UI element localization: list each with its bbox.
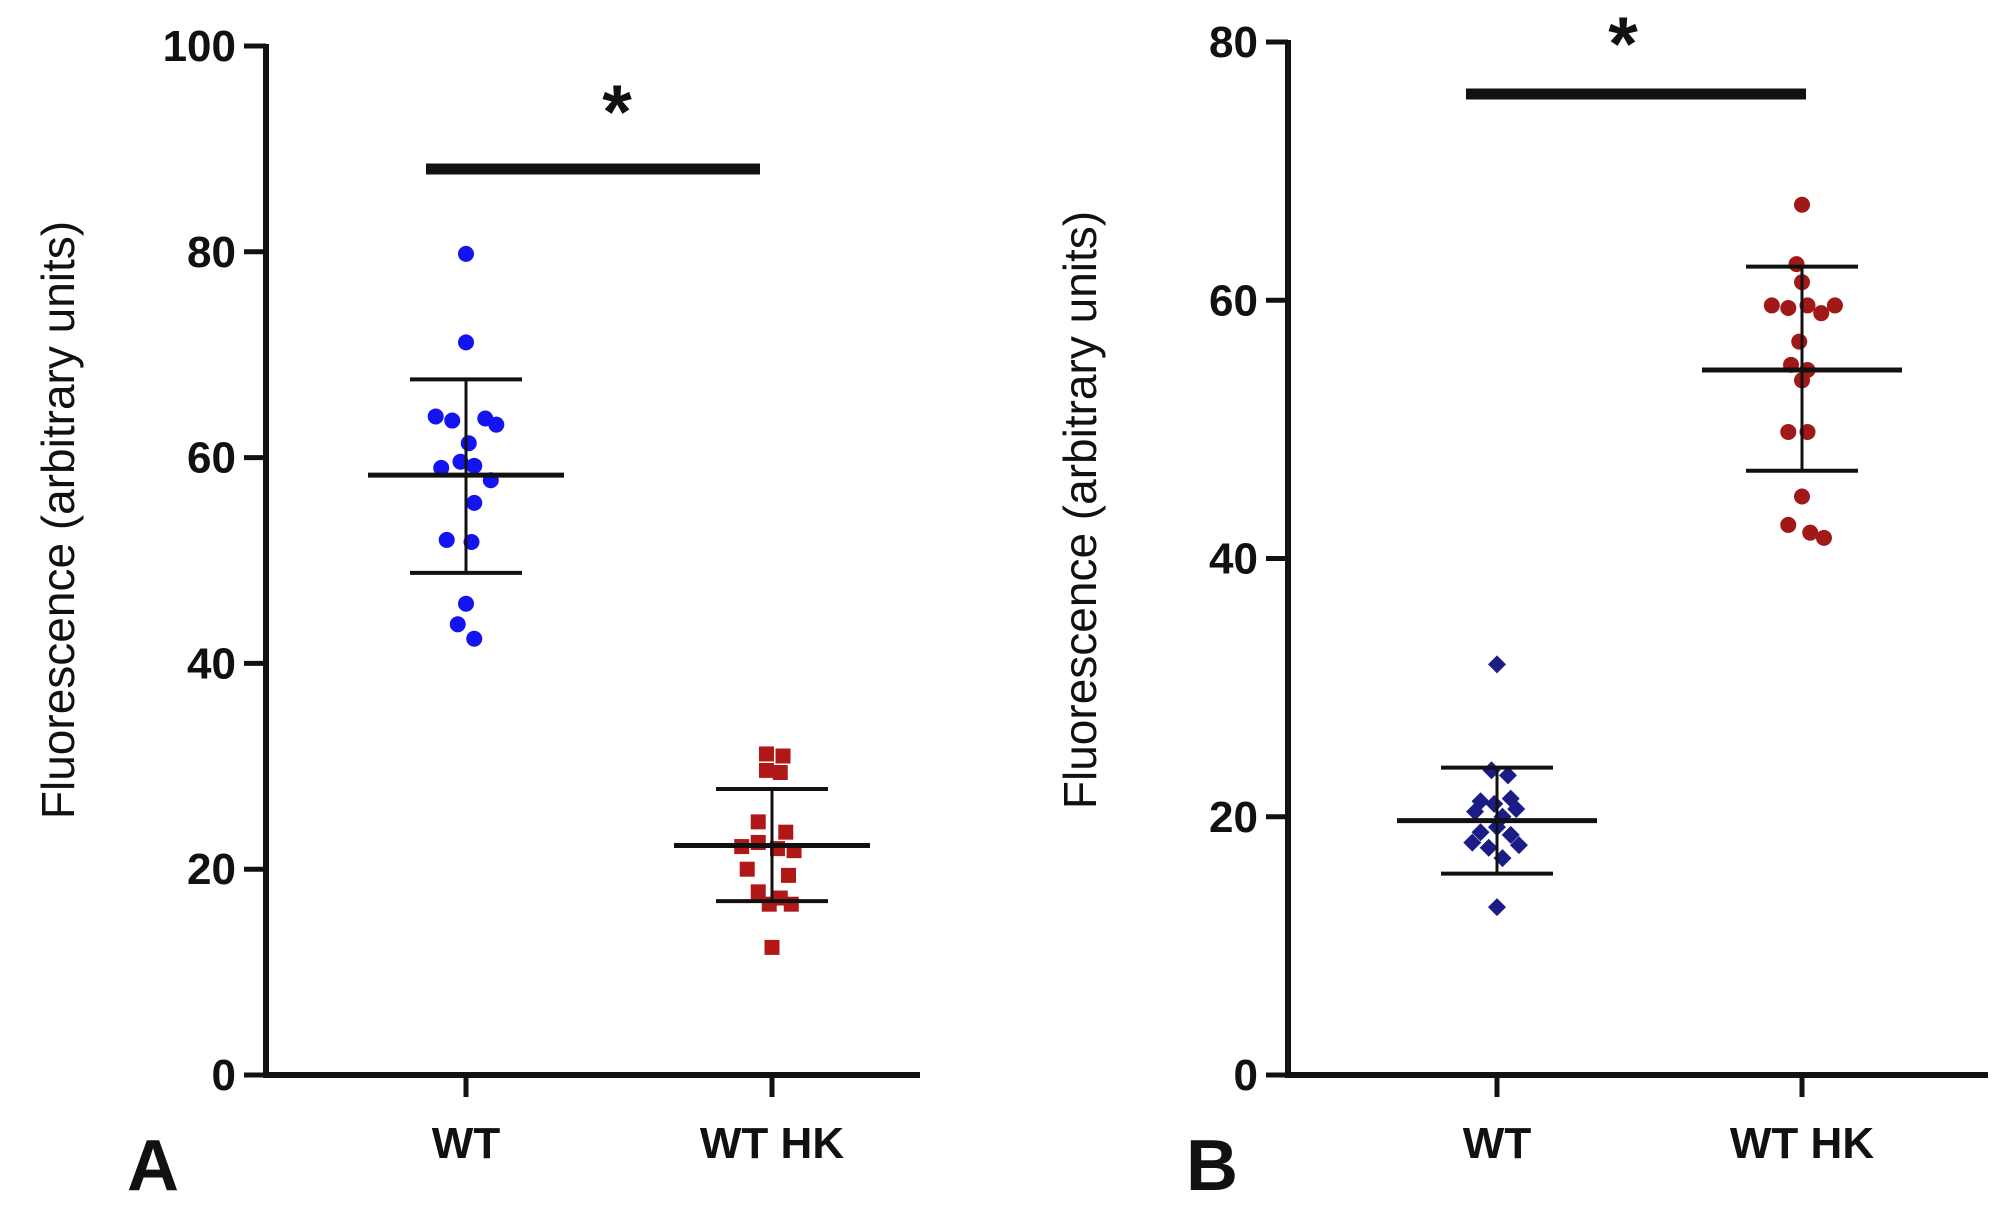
panel-a-y-tick-label: 20 <box>187 845 236 894</box>
panel-b-wt-hk-point <box>1791 333 1808 350</box>
panel-b-wt-point <box>1488 655 1506 674</box>
panel-a-wt-point <box>433 459 450 476</box>
panel-b-label: B <box>1186 1126 1238 1206</box>
panel-b-wt-hk-point <box>1780 423 1797 440</box>
panel-a-wt-hk-point <box>758 762 774 778</box>
panel-a-wt-point <box>463 533 480 550</box>
panel-a-y-tick-label: 0 <box>212 1051 236 1100</box>
panel-b-category-label: WT <box>1463 1119 1532 1168</box>
panel-b-y-tick-label: 40 <box>1209 535 1258 584</box>
panel-b-wt-hk-point <box>1813 305 1830 322</box>
panel-b-wt-hk-point <box>1763 297 1780 314</box>
panel-a-wt-hk-point <box>764 939 780 955</box>
panel-a-wt-hk-point <box>739 861 755 877</box>
panel-a-wt-hk-point <box>750 814 766 830</box>
panel-a-y-tick-label: 100 <box>163 22 236 71</box>
panel-a-y-axis-title: Fluorescence (arbitrary units) <box>32 221 84 819</box>
panel-b-wt-point <box>1463 833 1482 852</box>
panel-b-wt-hk-point <box>1780 516 1797 533</box>
panel-b-wt-point <box>1479 838 1498 857</box>
panel-a-wt-hk-point <box>781 867 797 883</box>
panel-b-category-label: WT HK <box>1730 1119 1874 1168</box>
panel-a-category-label: WT <box>432 1119 501 1168</box>
panel-a-wt-point <box>449 616 466 633</box>
panel-b-wt-hk-point <box>1794 196 1810 213</box>
panel-a-wt-point <box>427 408 444 425</box>
panel-a-category-label: WT HK <box>700 1119 844 1168</box>
panel-a-wt-point <box>488 416 505 433</box>
panel-b-y-axis-title: Fluorescence (arbitrary units) <box>1054 211 1106 809</box>
panel-a: 0 20 40 60 80 100 WT WT HK Fluorescence (arbitra… <box>32 22 920 1206</box>
panel-a-significance-star: * <box>602 70 632 155</box>
panel-a-wt-point <box>460 435 477 452</box>
panel-b-wt-point <box>1485 794 1504 813</box>
panel-a-wt-point <box>444 412 461 429</box>
panel-b-wt-point <box>1501 825 1520 844</box>
panel-b-wt-point <box>1466 802 1485 821</box>
panel-b-wt-point <box>1507 800 1526 819</box>
panel-b-wt-hk-point <box>1780 299 1797 316</box>
panel-a-wt-point <box>466 494 483 511</box>
panel-a-y-tick-label: 40 <box>187 639 236 688</box>
panel-b-y-tick-label: 80 <box>1209 18 1258 67</box>
panel-b-wt-hk-point <box>1802 524 1819 541</box>
panel-a-wt-hk-point <box>761 896 777 912</box>
panel-a-wt-hk-point <box>758 746 774 762</box>
panel-b-y-tick-label: 20 <box>1209 793 1258 842</box>
panel-b-y-tick-label: 0 <box>1234 1051 1258 1100</box>
panel-b: 0 20 40 60 80 WT WT HK Fluorescence (arbitrary … <box>1054 2 1988 1206</box>
panel-b-wt-point <box>1471 823 1490 842</box>
panel-a-wt-point <box>466 630 483 647</box>
panel-b-significance-star: * <box>1608 2 1638 87</box>
panel-a-y-tick-label: 80 <box>187 228 236 277</box>
panel-b-wt-point <box>1498 766 1517 785</box>
panel-a-label: A <box>127 1126 179 1206</box>
panel-a-wt-point <box>458 595 474 612</box>
panel-a-wt-point <box>458 334 474 351</box>
panel-a-wt-point <box>452 453 469 470</box>
panel-a-wt-hk-point <box>783 896 799 912</box>
panel-b-wt-point <box>1509 836 1528 855</box>
panel-a-wt-point <box>466 457 483 474</box>
panel-b-wt-hk-point <box>1815 529 1832 546</box>
panel-a-y-tick-label: 60 <box>187 434 236 483</box>
panel-a-wt-hk-point <box>772 764 788 780</box>
panel-b-y-tick-label: 60 <box>1209 276 1258 325</box>
panel-a-wt-point <box>438 531 455 548</box>
panel-a-wt-point <box>458 245 474 262</box>
panel-a-wt-hk-point <box>778 824 794 840</box>
panel-a-wt-hk-point <box>750 884 766 900</box>
panel-b-wt-hk-point <box>1826 297 1843 314</box>
panel-b-wt-hk-point <box>1794 488 1810 505</box>
panel-a-wt-hk-point <box>775 748 791 764</box>
panel-b-wt-point <box>1488 898 1506 917</box>
